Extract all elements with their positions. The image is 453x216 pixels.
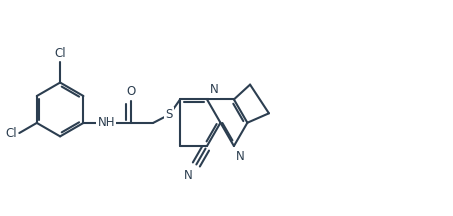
Text: Cl: Cl (5, 127, 17, 140)
Text: O: O (126, 85, 136, 98)
Text: N: N (210, 83, 219, 97)
Text: Cl: Cl (54, 47, 66, 60)
Text: N: N (236, 150, 245, 163)
Text: NH: NH (97, 116, 115, 129)
Text: S: S (166, 108, 173, 121)
Text: N: N (184, 170, 193, 183)
